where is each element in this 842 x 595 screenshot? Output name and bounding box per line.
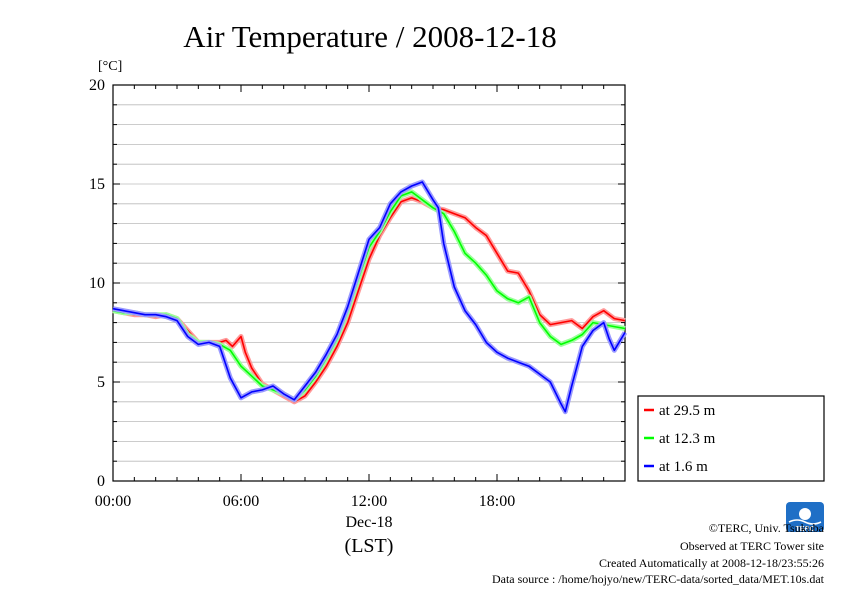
x-tick-label: 06:00	[223, 493, 259, 510]
tick-marks	[112, 84, 626, 482]
x-tick-label: 00:00	[95, 493, 131, 510]
credits: ©TERC, Univ. Tsukuba Observed at TERC To…	[492, 521, 825, 586]
y-tick-label: 5	[97, 374, 105, 391]
legend-item: at 1.6 m	[644, 459, 708, 475]
gridlines	[113, 104, 625, 462]
legend-label: at 12.3 m	[659, 431, 716, 447]
series-line	[112, 191, 626, 401]
copyright-text: ©TERC, Univ. Tsukuba	[709, 521, 825, 535]
terc-logo: TERC	[786, 502, 824, 533]
legend-label: at 1.6 m	[659, 459, 708, 475]
legend-box	[637, 395, 825, 482]
series-line-halo	[112, 195, 626, 405]
source-text: Data source : /home/hojyo/new/TERC-data/…	[492, 572, 825, 586]
x-unit-label: (LST)	[345, 535, 394, 557]
logo-wave-icon	[788, 519, 822, 525]
logo-drop-icon	[799, 508, 811, 520]
created-text: Created Automatically at 2008-12-18/23:5…	[599, 556, 824, 570]
y-tick-label: 0	[97, 473, 105, 490]
y-tick-label: 15	[89, 176, 105, 193]
logo-text: TERC	[795, 526, 814, 533]
site-text: Observed at TERC Tower site	[680, 539, 824, 553]
series-line-halo	[112, 179, 628, 415]
series-line	[112, 197, 626, 403]
chart-title: Air Temperature / 2008-12-18	[183, 19, 556, 54]
series-layer	[112, 179, 628, 415]
x-tick-label: 12:00	[351, 493, 387, 510]
legend: at 29.5 m at 12.3 m at 1.6 m	[637, 395, 825, 482]
x-date-label: Dec-18	[345, 514, 392, 531]
legend-item: at 12.3 m	[644, 431, 716, 447]
series-line	[112, 181, 626, 413]
x-tick-label: 18:00	[479, 493, 515, 510]
legend-item: at 29.5 m	[644, 403, 716, 419]
legend-label: at 29.5 m	[659, 403, 716, 419]
x-tick-labels: 00:00 06:00 12:00 18:00	[95, 493, 515, 510]
y-axis-label: [°C]	[98, 59, 122, 74]
y-tick-labels: 0 5 10 15 20	[89, 77, 105, 490]
series-line-halo	[112, 189, 626, 403]
y-tick-label: 10	[89, 275, 105, 292]
y-tick-label: 20	[89, 77, 105, 94]
